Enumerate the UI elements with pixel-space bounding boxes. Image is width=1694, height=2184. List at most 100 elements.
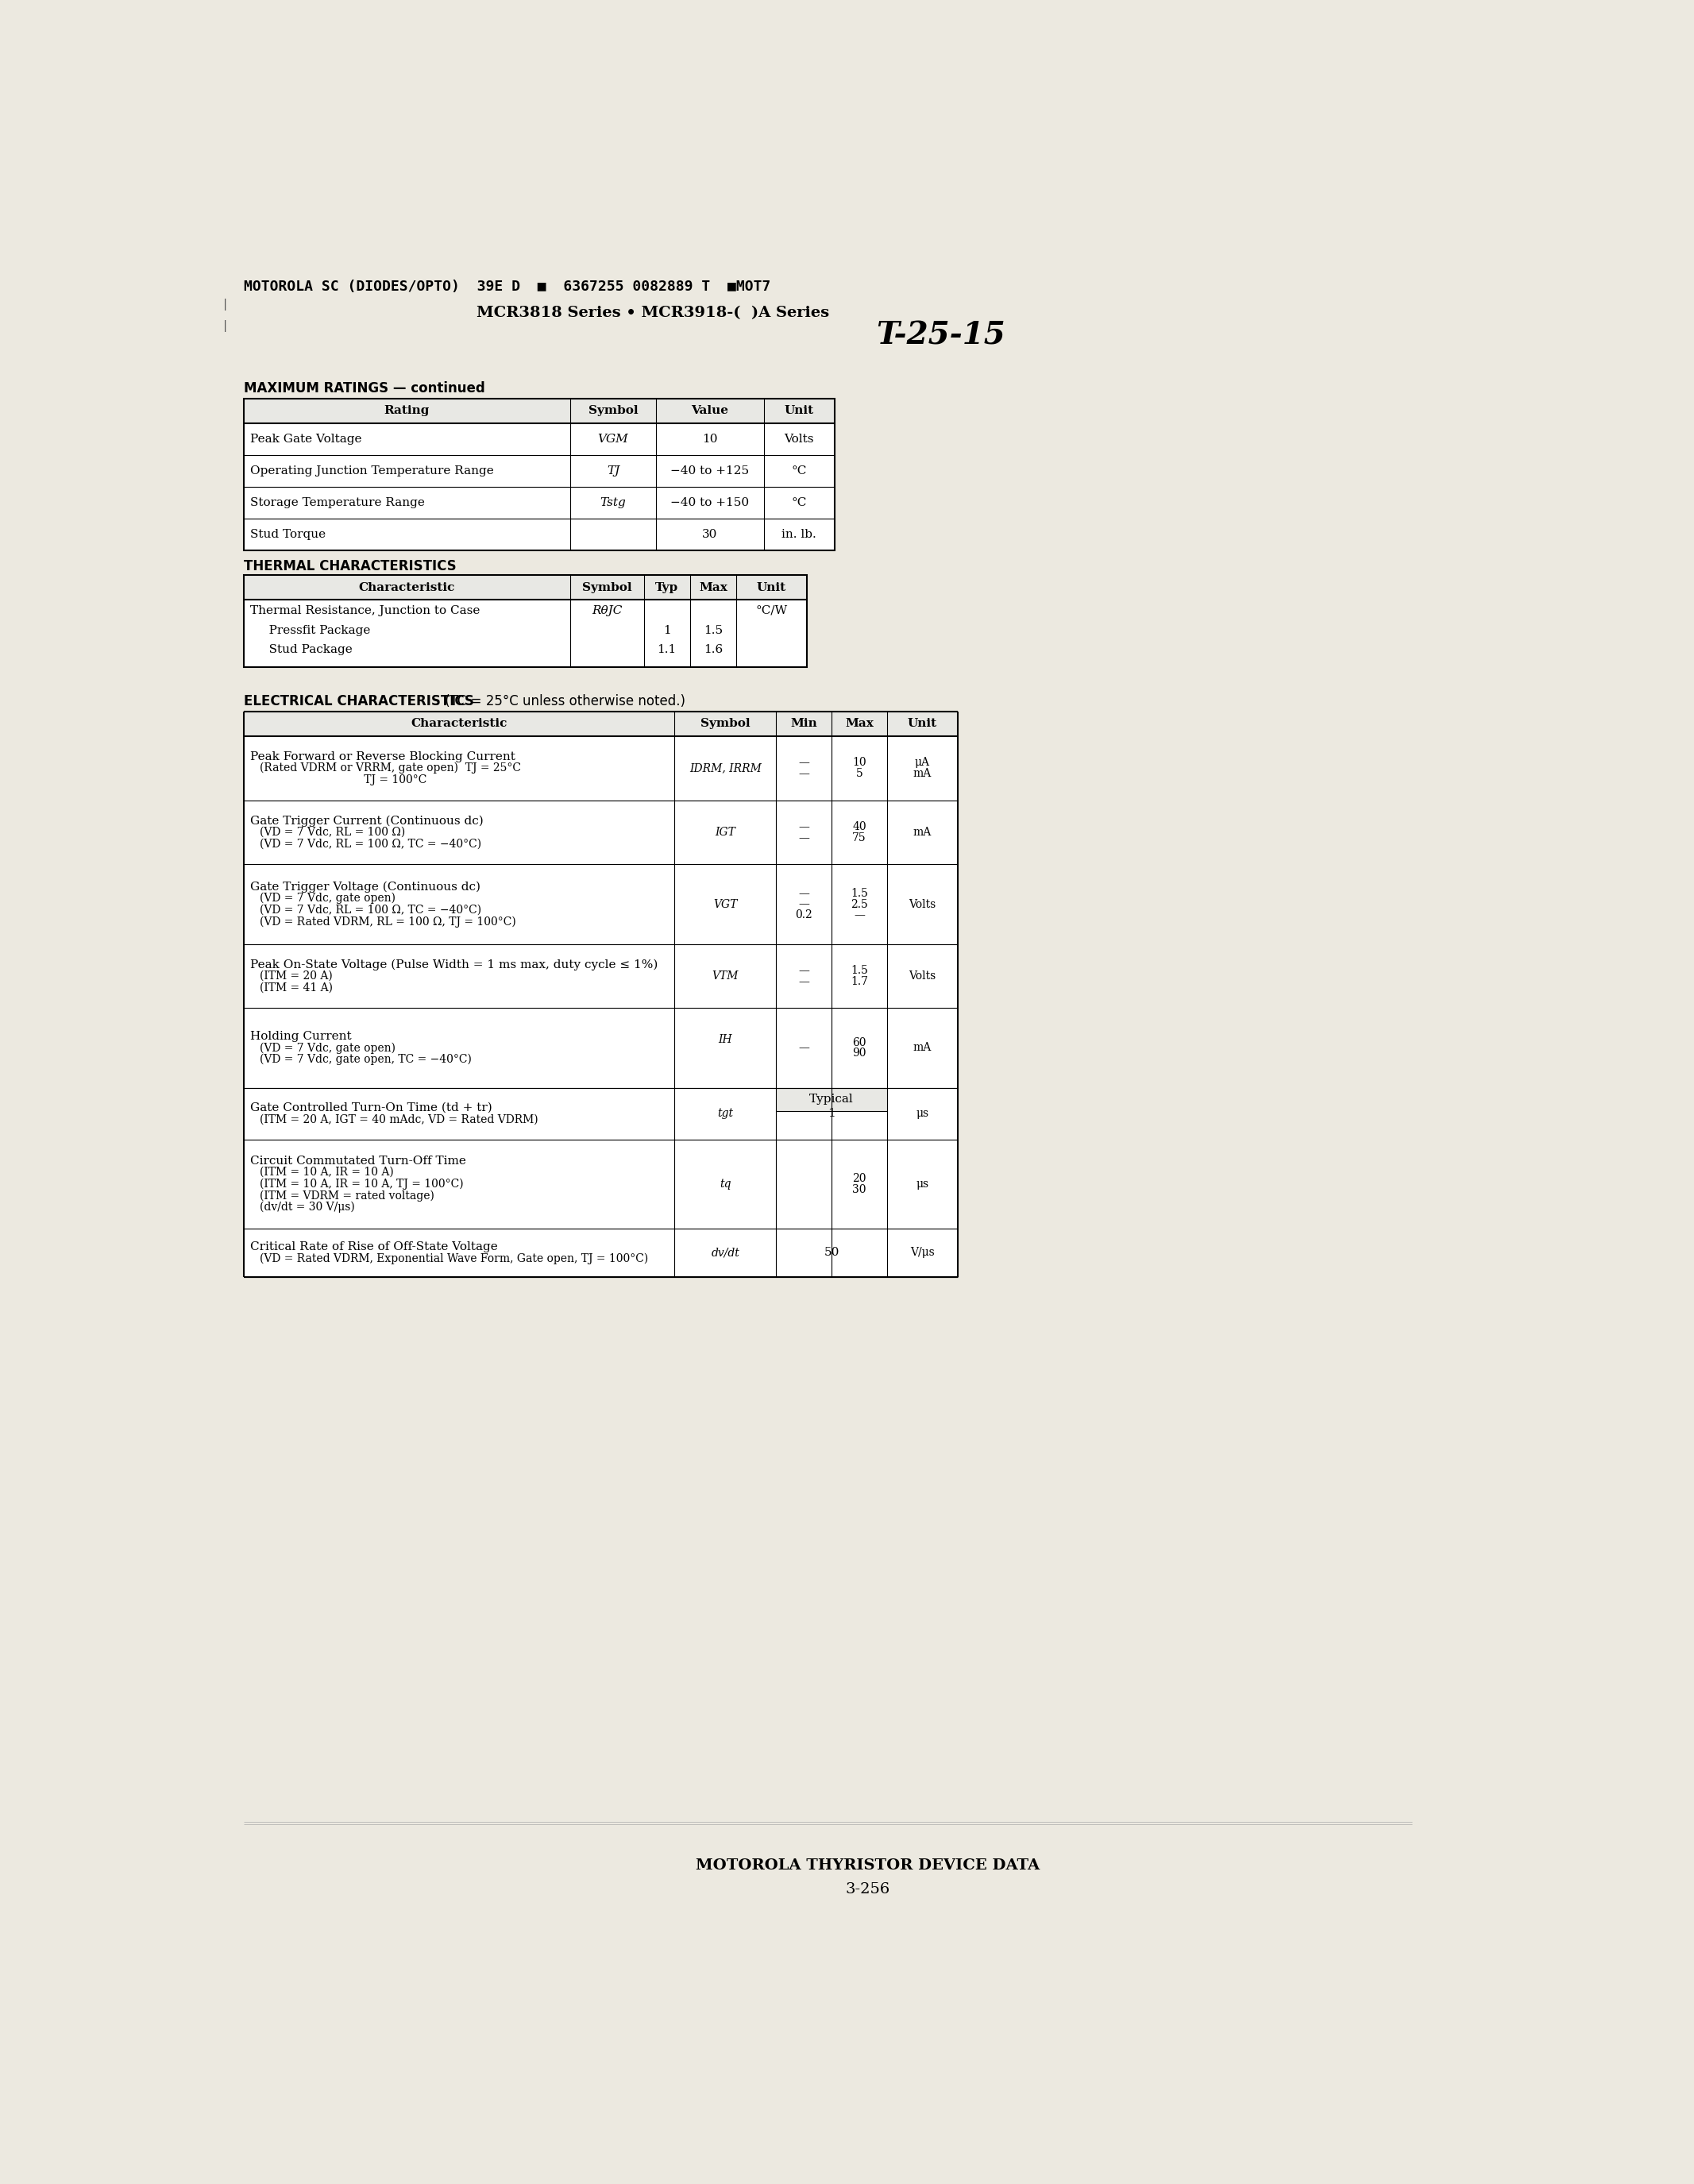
Text: (ITM = 20 A, IGT = 40 mAdc, VD = Rated VDRM): (ITM = 20 A, IGT = 40 mAdc, VD = Rated V… [259,1114,539,1125]
Text: dv/dt: dv/dt [711,1247,740,1258]
Text: (VD = Rated VDRM, RL = 100 Ω, TJ = 100°C): (VD = Rated VDRM, RL = 100 Ω, TJ = 100°C… [259,915,517,928]
Text: V/μs: V/μs [910,1247,935,1258]
Text: Holding Current: Holding Current [251,1031,351,1042]
Text: μA: μA [915,758,930,769]
Text: —: — [798,887,810,900]
Text: —: — [798,769,810,780]
Text: −40 to +125: −40 to +125 [671,465,749,476]
Text: Gate Trigger Voltage (Continuous dc): Gate Trigger Voltage (Continuous dc) [251,880,479,893]
Text: IGT: IGT [715,828,735,839]
Text: (Rated VDRM or VRRM, gate open)  TJ = 25°C: (Rated VDRM or VRRM, gate open) TJ = 25°… [259,762,522,773]
Text: Pressfit Package: Pressfit Package [257,625,371,636]
Text: Characteristic: Characteristic [359,581,456,594]
Text: VGT: VGT [713,898,737,911]
Text: 2.5: 2.5 [850,898,867,911]
Text: Value: Value [691,404,728,417]
Text: (ITM = 20 A): (ITM = 20 A) [259,970,332,981]
Text: 1.1: 1.1 [657,644,676,655]
Text: 50: 50 [823,1247,839,1258]
Text: VGM: VGM [598,432,628,443]
Text: RθJC: RθJC [591,605,622,616]
Text: (VD = 7 Vdc, gate open): (VD = 7 Vdc, gate open) [259,893,396,904]
Text: 0.2: 0.2 [794,909,813,922]
Bar [244,601,806,666]
Text: Symbol: Symbol [583,581,632,594]
Text: —: — [798,758,810,769]
Text: Min: Min [791,719,817,729]
Text: Symbol: Symbol [588,404,639,417]
Text: (VD = 7 Vdc, gate open): (VD = 7 Vdc, gate open) [259,1042,396,1053]
Text: (TC = 25°C unless otherwise noted.): (TC = 25°C unless otherwise noted.) [440,695,686,710]
Bar [244,397,835,424]
Text: —: — [854,909,864,922]
Text: TJ: TJ [606,465,620,476]
Text: Symbol: Symbol [701,719,750,729]
Text: Thermal Resistance, Junction to Case: Thermal Resistance, Junction to Case [251,605,479,616]
Text: Gate Controlled Turn-On Time (td + tr): Gate Controlled Turn-On Time (td + tr) [251,1103,491,1114]
Text: tgt: tgt [717,1107,734,1118]
Text: VTM: VTM [711,970,739,981]
Text: Gate Trigger Current (Continuous dc): Gate Trigger Current (Continuous dc) [251,815,483,826]
Text: IDRM, IRRM: IDRM, IRRM [689,762,762,773]
Text: in. lb.: in. lb. [783,529,817,539]
Text: —: — [798,976,810,987]
Text: (VD = Rated VDRM, Exponential Wave Form, Gate open, TJ = 100°C): (VD = Rated VDRM, Exponential Wave Form,… [259,1254,649,1265]
Text: 3-256: 3-256 [845,1883,891,1898]
Text: Max: Max [700,581,727,594]
Text: Stud Package: Stud Package [257,644,352,655]
Text: Unit: Unit [757,581,786,594]
Bar [244,712,957,736]
Text: IH: IH [718,1035,732,1046]
Text: 75: 75 [852,832,866,843]
Text: −40 to +150: −40 to +150 [671,496,749,509]
Text: Peak Forward or Reverse Blocking Current: Peak Forward or Reverse Blocking Current [251,751,515,762]
Text: MCR3818 Series • MCR3918-(  )A Series: MCR3818 Series • MCR3918-( )A Series [476,306,828,321]
Text: (VD = 7 Vdc, RL = 100 Ω, TC = −40°C): (VD = 7 Vdc, RL = 100 Ω, TC = −40°C) [259,904,481,915]
Text: —: — [798,898,810,911]
Text: (VD = 7 Vdc, gate open, TC = −40°C): (VD = 7 Vdc, gate open, TC = −40°C) [259,1055,471,1066]
Text: TJ = 100°C: TJ = 100°C [259,773,427,786]
Text: °C/W: °C/W [756,605,788,616]
Text: mA: mA [913,769,932,780]
Text: Storage Temperature Range: Storage Temperature Range [251,496,425,509]
Text: mA: mA [913,828,932,839]
Text: 10: 10 [703,432,718,443]
Text: —: — [798,832,810,843]
Text: 10: 10 [852,758,866,769]
Text: |: | [224,321,227,332]
Bar [244,424,835,550]
Text: Typical: Typical [810,1094,854,1105]
Text: Stud Torque: Stud Torque [251,529,325,539]
Text: Operating Junction Temperature Range: Operating Junction Temperature Range [251,465,493,476]
Text: 60: 60 [852,1037,866,1048]
Text: 5: 5 [855,769,862,780]
Text: ELECTRICAL CHARACTERISTICS: ELECTRICAL CHARACTERISTICS [244,695,474,710]
Bar [776,1088,888,1112]
Text: (dv/dt = 30 V/μs): (dv/dt = 30 V/μs) [259,1201,354,1212]
Text: —: — [798,965,810,976]
Text: 1: 1 [828,1107,835,1118]
Text: (VD = 7 Vdc, RL = 100 Ω): (VD = 7 Vdc, RL = 100 Ω) [259,828,405,839]
Text: μs: μs [916,1179,928,1190]
Text: mA: mA [913,1042,932,1053]
Text: 1.7: 1.7 [850,976,867,987]
Text: (VD = 7 Vdc, RL = 100 Ω, TC = −40°C): (VD = 7 Vdc, RL = 100 Ω, TC = −40°C) [259,839,481,850]
Text: T-25-15: T-25-15 [876,321,1006,349]
Text: Rating: Rating [385,404,430,417]
Text: (ITM = VDRM = rated voltage): (ITM = VDRM = rated voltage) [259,1190,434,1201]
Text: Peak On-State Voltage (Pulse Width = 1 ms max, duty cycle ≤ 1%): Peak On-State Voltage (Pulse Width = 1 m… [251,959,657,970]
Text: 1.6: 1.6 [703,644,723,655]
Text: Circuit Commutated Turn-Off Time: Circuit Commutated Turn-Off Time [251,1155,466,1166]
Text: 30: 30 [852,1184,866,1195]
Text: Unit: Unit [908,719,937,729]
Text: Max: Max [845,719,874,729]
Text: 40: 40 [852,821,866,832]
Bar [244,574,806,601]
Bar [244,397,835,550]
Text: —: — [798,1042,810,1053]
Text: Characteristic: Characteristic [412,719,508,729]
Text: Tstg: Tstg [600,496,627,509]
Text: |: | [224,299,227,310]
Text: (ITM = 41 A): (ITM = 41 A) [259,983,332,994]
Bar [244,736,957,1278]
